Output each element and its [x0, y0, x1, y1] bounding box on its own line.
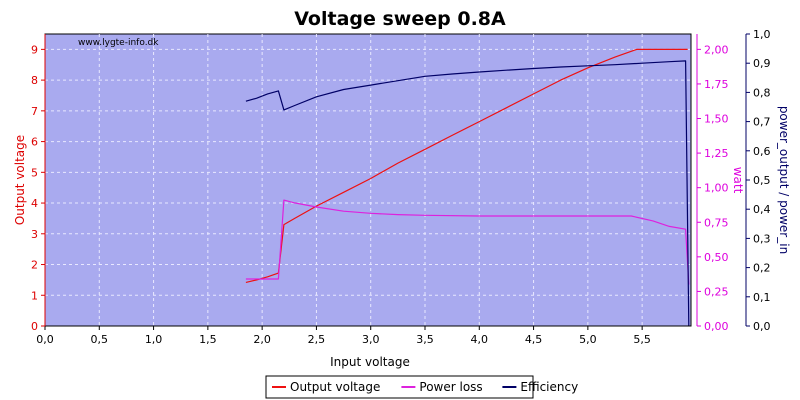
right1-tick-label: 0,50 — [704, 251, 729, 264]
x-tick-label: 3,5 — [416, 333, 434, 346]
left-tick-label: 3 — [31, 228, 38, 241]
right2-tick-label: 0,9 — [753, 57, 771, 70]
right2-tick-label: 0,1 — [753, 291, 771, 304]
chart-title: Voltage sweep 0.8A — [294, 8, 506, 30]
right1-tick-label: 2,00 — [704, 43, 729, 56]
legend-label-output-voltage: Output voltage — [290, 380, 380, 394]
right1-tick-label: 1,00 — [704, 182, 729, 195]
left-tick-label: 2 — [31, 259, 38, 272]
left-tick-label: 9 — [31, 43, 38, 56]
series-power-loss — [245, 199, 690, 285]
left-axis: 0 1 2 3 4 5 6 7 8 9 — [31, 34, 46, 333]
series-efficiency — [245, 60, 690, 327]
x-axis: 0,0 0,5 1,0 1,5 2,0 2,5 3,0 3,5 4,0 4,5 5,0 5,5 — [36, 325, 691, 346]
x-tick-label: 1,5 — [199, 333, 217, 346]
legend-box — [265, 375, 534, 399]
x-tick-label: 2,0 — [253, 333, 271, 346]
right2-axis: 0,0 0,1 0,2 0,3 0,4 0,5 0,6 0,7 0,8 0,9 1,0 — [745, 28, 771, 333]
right1-tick-label: 0,75 — [704, 216, 729, 229]
x-tick-label: 4,5 — [525, 333, 543, 346]
series-layer — [245, 48, 690, 327]
x-tick-label: 2,5 — [308, 333, 326, 346]
x-tick-label: 4,0 — [471, 333, 489, 346]
x-tick-label: 0,5 — [91, 333, 109, 346]
left-tick-label: 4 — [31, 197, 38, 210]
right2-tick-label: 0,0 — [753, 320, 771, 333]
right2-tick-label: 0,7 — [753, 116, 771, 129]
x-tick-label: 3,0 — [362, 333, 380, 346]
right1-axis: 0,00 0,25 0,50 0,75 1,00 1,25 1,50 1,75 2,00 — [696, 34, 729, 333]
right2-axis-label: power_output / power_in — [777, 106, 791, 254]
right2-tick-label: 1,0 — [753, 28, 771, 41]
left-tick-label: 5 — [31, 166, 38, 179]
legend-label-efficiency: Efficiency — [520, 380, 578, 394]
right1-tick-label: 1,25 — [704, 147, 729, 160]
right2-tick-label: 0,6 — [753, 145, 771, 158]
right1-tick-label: 1,75 — [704, 78, 729, 91]
x-axis-label: Input voltage — [330, 355, 410, 369]
right2-tick-label: 0,5 — [753, 174, 771, 187]
right1-tick-label: 0,25 — [704, 285, 729, 298]
right1-axis-label: watt — [731, 167, 745, 194]
right2-tick-label: 0,2 — [753, 262, 771, 275]
watermark: www.lygte-info.dk — [78, 38, 159, 48]
left-tick-label: 0 — [31, 320, 38, 333]
x-tick-label: 1,0 — [145, 333, 163, 346]
left-axis-label: Output voltage — [13, 135, 27, 225]
x-tick-label: 0,0 — [36, 333, 54, 346]
right1-tick-label: 0,00 — [704, 320, 729, 333]
x-tick-label: 5,5 — [633, 333, 651, 346]
left-tick-label: 6 — [31, 136, 38, 149]
left-tick-label: 7 — [31, 105, 38, 118]
right2-tick-label: 0,8 — [753, 86, 771, 99]
legend-label-power-loss: Power loss — [419, 380, 482, 394]
right2-tick-label: 0,3 — [753, 232, 771, 245]
right2-tick-label: 0,4 — [753, 203, 771, 216]
left-tick-label: 1 — [31, 289, 38, 302]
right1-tick-label: 1,50 — [704, 113, 729, 126]
legend: Output voltage Power loss Efficiency — [265, 375, 578, 399]
left-tick-label: 8 — [31, 74, 38, 87]
x-tick-label: 5,0 — [579, 333, 597, 346]
